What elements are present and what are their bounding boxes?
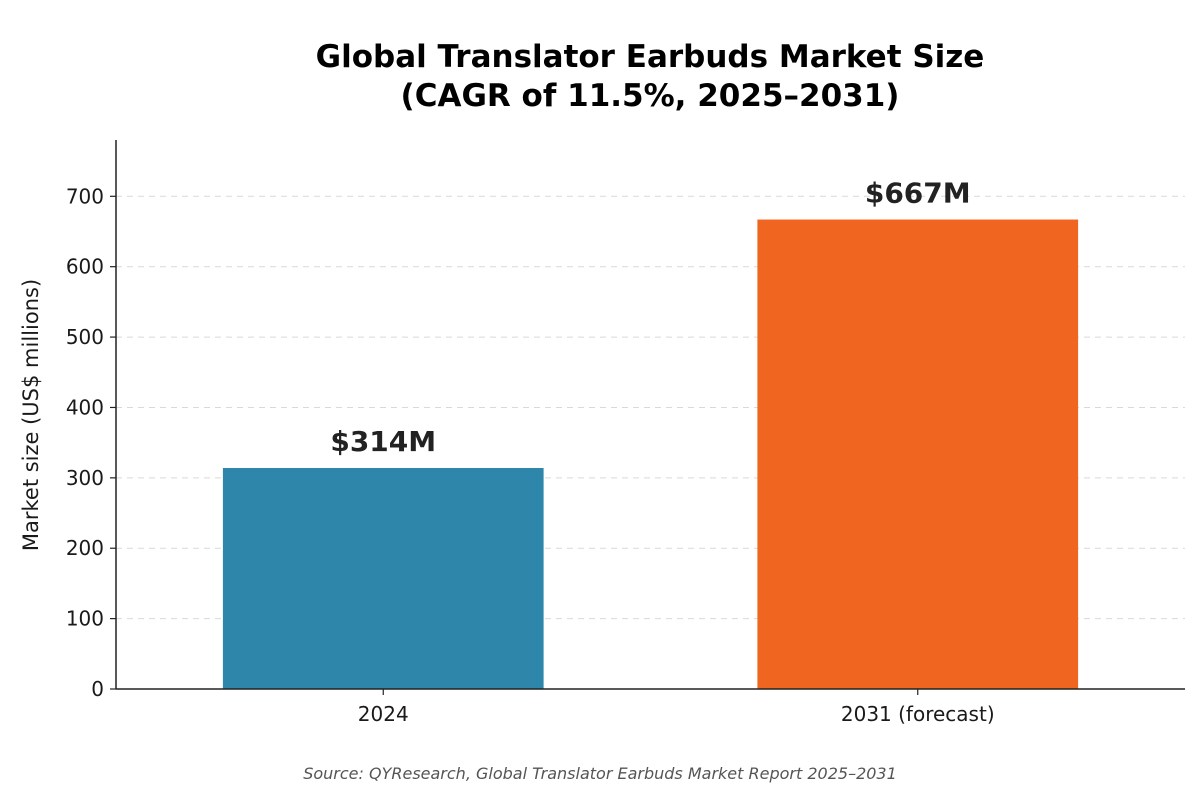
chart-subtitle: (CAGR of 11.5%, 2025–2031) [401,78,900,114]
y-ticks: 0 100 200 300 400 500 600 700 [66,184,116,701]
bar-value-label: $314M [330,425,436,458]
chart-title: Global Translator Earbuds Market Size [316,39,985,75]
x-tick-label: 2024 [358,702,409,726]
y-tick-label: 600 [66,255,104,279]
y-tick-label: 400 [66,395,104,419]
y-tick-label: 300 [66,466,104,490]
y-tick-label: 500 [66,325,104,349]
y-tick-label: 700 [66,184,104,208]
bars [222,219,1079,690]
y-tick-label: 200 [66,536,104,560]
axes [115,140,1185,690]
y-axis-label: Market size (US$ millions) [19,279,43,551]
x-tick-label: 2031 (forecast) [841,702,995,726]
bar [222,467,544,689]
bar-value-label: $667M [865,177,971,210]
y-tick-label: 100 [66,607,104,631]
bar [757,219,1079,690]
x-ticks: 2024 2031 (forecast) [358,689,995,726]
data-labels: $314M $667M [330,177,970,458]
y-tick-label: 0 [91,677,104,701]
source-note: Source: QYResearch, Global Translator Ea… [303,764,897,783]
